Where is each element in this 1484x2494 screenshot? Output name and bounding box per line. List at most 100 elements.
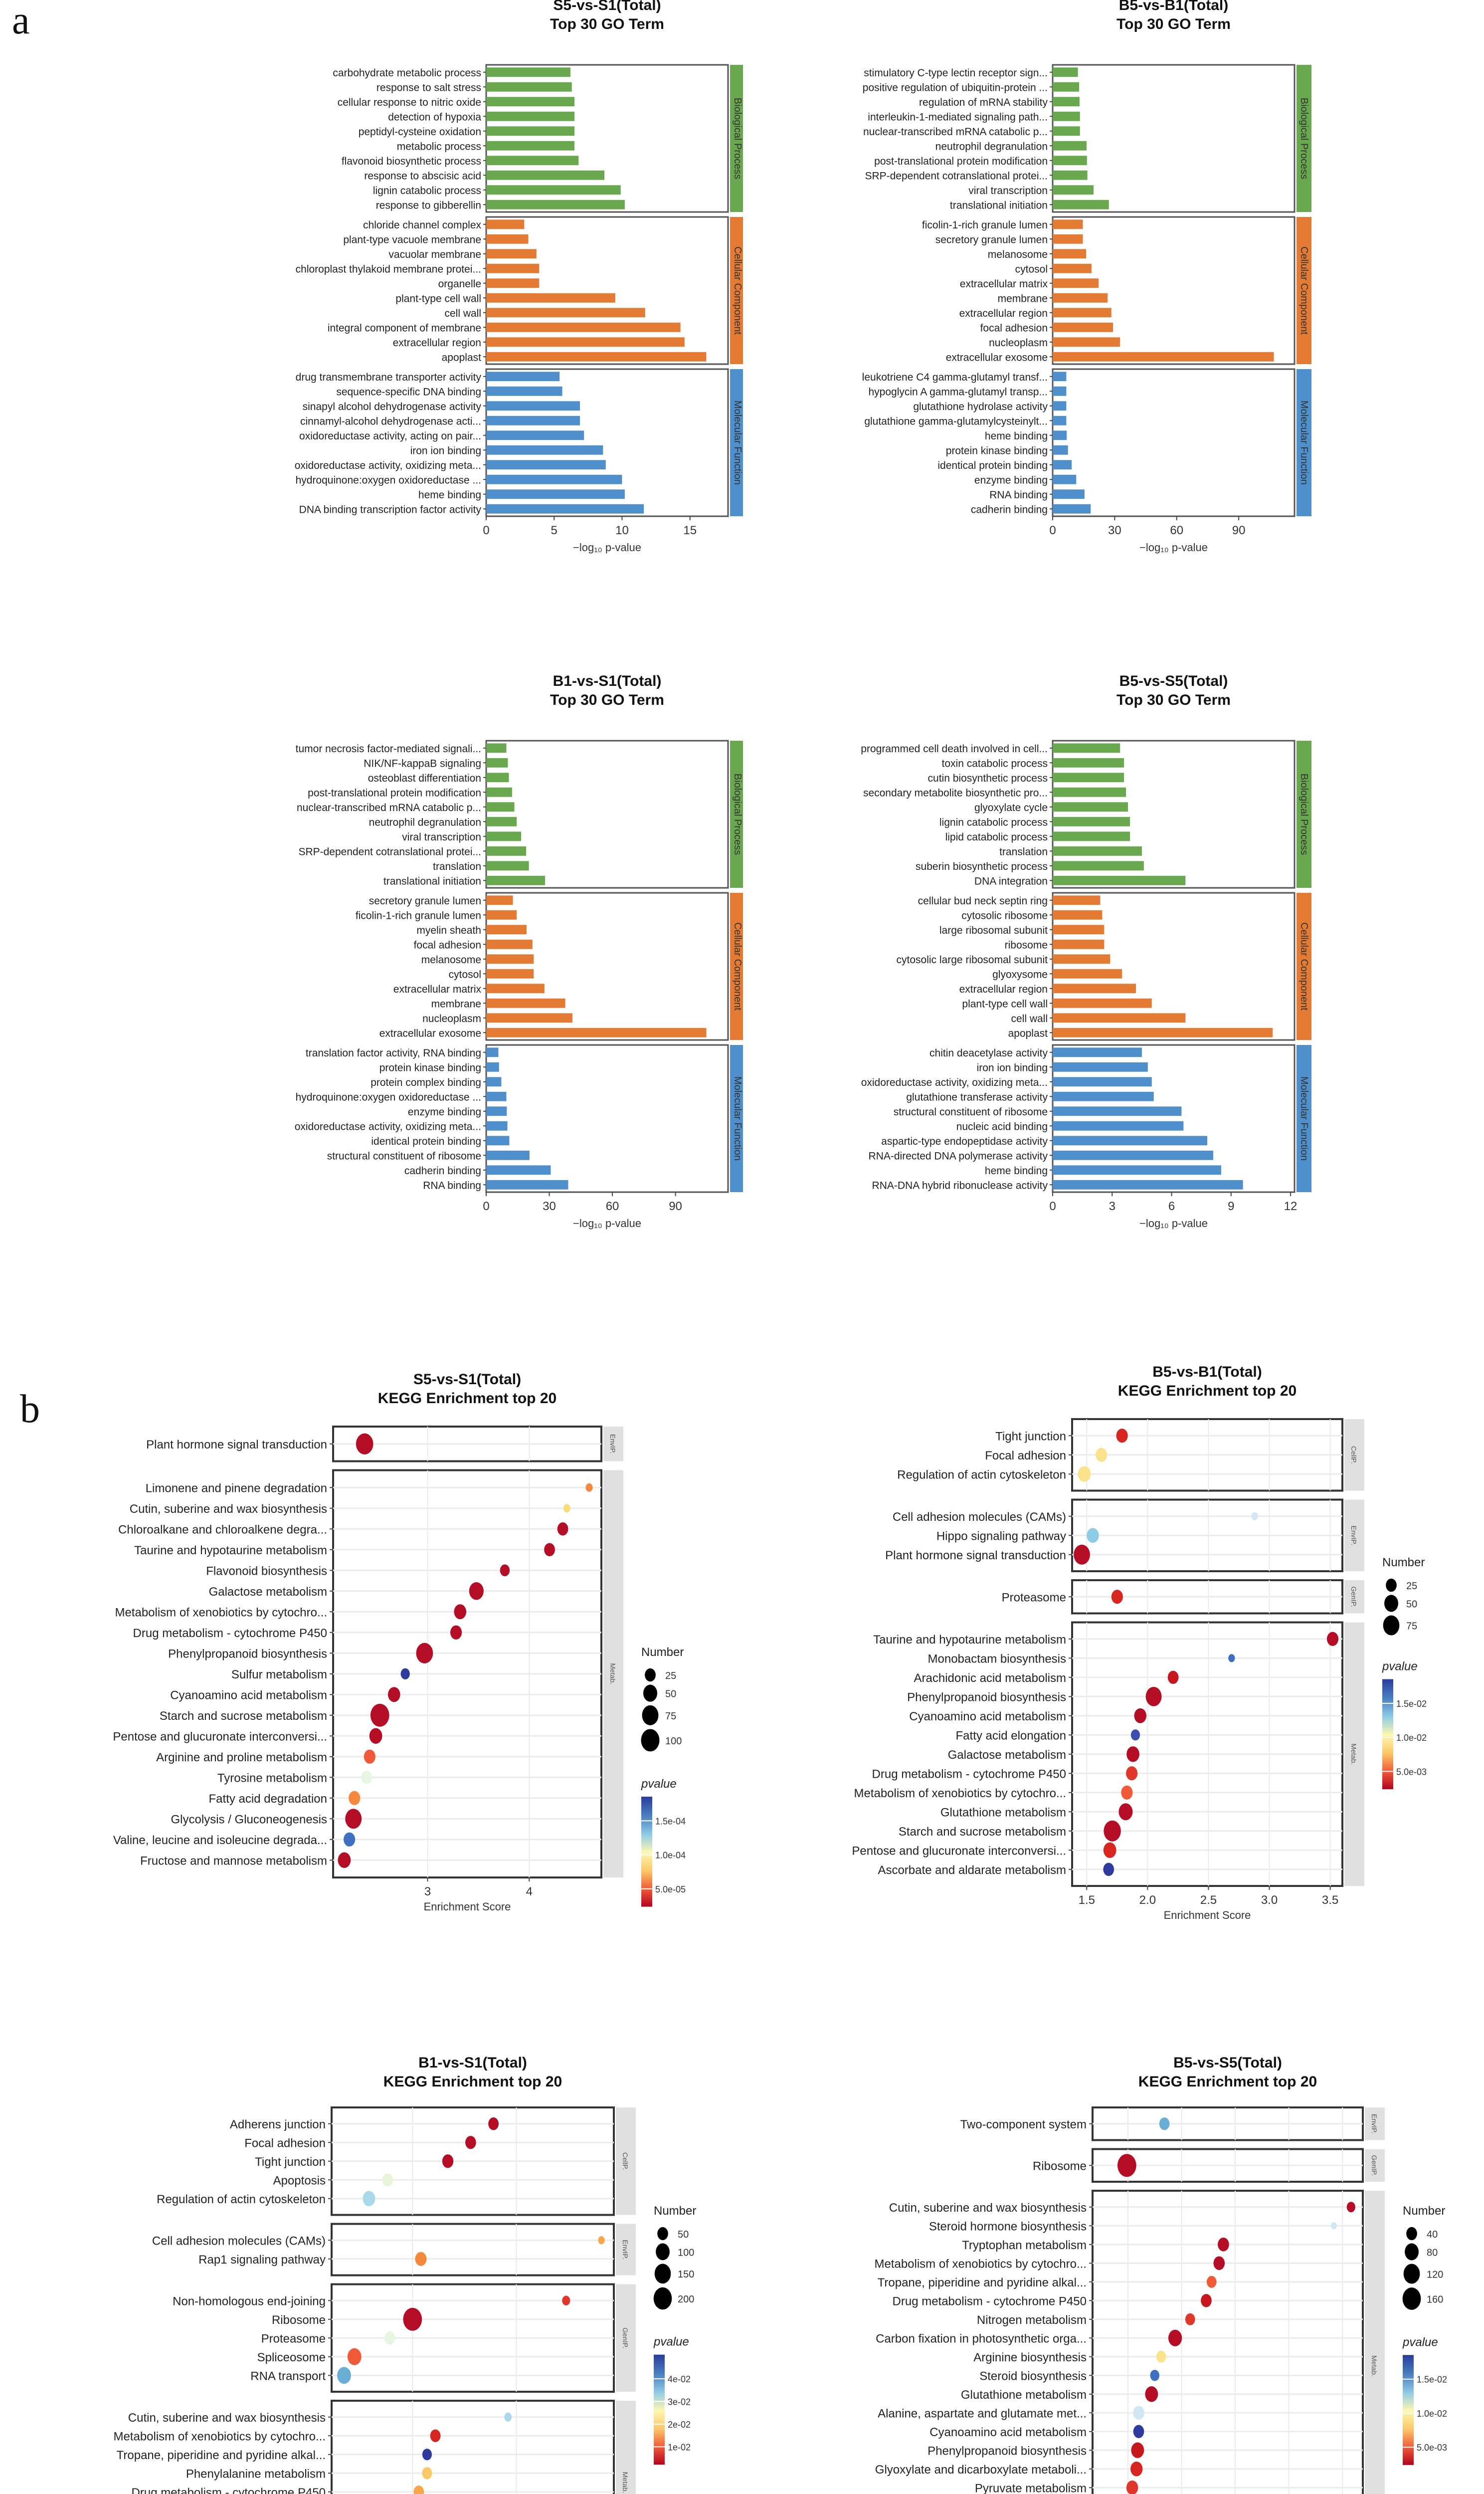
category-label: suberin biosynthetic process — [916, 861, 1048, 872]
category-label: oxidoreductase activity, oxidizing meta.… — [295, 460, 481, 471]
group-strip — [730, 1045, 743, 1192]
category-label: post-translational protein modification — [308, 787, 481, 799]
pathway-label: Cyanoamino acid metabolism — [909, 1710, 1066, 1723]
pvalue-colorbar-segment — [1403, 2402, 1414, 2405]
kegg-bubble-chart-b1-vs-s1: B1-vs-S1(Total) KEGG Enrichment top 20 Cel… — [113, 2055, 696, 2494]
bubble-apoptosis — [382, 2173, 393, 2187]
pvalue-colorbar-segment — [654, 2358, 665, 2361]
facet-strip-label: Metab. — [609, 1663, 617, 1684]
bar-hypoglycin-a-gamma-glutamyl-transp — [1053, 386, 1067, 396]
go-group-molecular-function: translation factor activity, RNA binding… — [295, 1044, 743, 1193]
pvalue-colorbar-segment — [654, 2389, 665, 2392]
pvalue-colorbar-segment — [641, 1871, 652, 1874]
pvalue-colorbar-segment — [654, 2455, 665, 2458]
category-label: cutin biosynthetic process — [928, 773, 1048, 784]
pvalue-colorbar-segment — [1382, 1723, 1393, 1725]
group-strip-label: Cellular Component — [732, 246, 743, 335]
bubble-cutin-suberine-and-wax-biosynthesis — [563, 1504, 570, 1513]
x-tick-label: 3 — [424, 1885, 431, 1898]
bar-extracellular-matrix — [1053, 278, 1099, 288]
kegg-facet-metab: Metab. Cutin, suberine and wax biosynthes… — [113, 2400, 636, 2494]
pvalue-colorbar-segment — [1403, 2375, 1414, 2377]
bar-suberin-biosynthetic-process — [1053, 861, 1144, 871]
pvalue-tick-label: 4e-02 — [668, 2374, 691, 2384]
group-strip-label: Cellular Component — [1298, 922, 1309, 1011]
category-label: oxidoreductase activity, oxidizing meta.… — [295, 1121, 481, 1132]
category-label: nucleoplasm — [422, 1013, 481, 1025]
pvalue-tick-label: 3e-02 — [668, 2397, 691, 2407]
x-tick-label: 2.5 — [1200, 1893, 1217, 1907]
category-label: nuclear-transcribed mRNA catabolic p... — [297, 802, 481, 814]
pvalue-colorbar-segment — [641, 1893, 652, 1896]
facet-frame — [331, 2223, 615, 2277]
bar-integral-component-of-membrane — [486, 322, 681, 332]
pathway-label: Arginine biosynthesis — [973, 2351, 1087, 2364]
category-label: response to abscisic acid — [364, 170, 481, 182]
pvalue-colorbar-segment — [654, 2356, 665, 2359]
bar-oxidoreductase-activity-acting-on-pair — [486, 430, 584, 440]
bar-cell-wall — [486, 308, 645, 318]
size-legend-dot — [1383, 1615, 1400, 1636]
group-strip-label: Molecular Function — [1298, 401, 1309, 485]
pvalue-colorbar-segment — [1382, 1739, 1393, 1742]
pvalue-colorbar-segment — [1403, 2437, 1414, 2440]
x-tick-label: 4 — [526, 1885, 533, 1898]
bubble-ascorbate-and-aldarate-metabolism — [1103, 1863, 1114, 1876]
pvalue-colorbar-segment — [1403, 2454, 1414, 2456]
category-label: metabolic process — [397, 141, 481, 152]
bar-oxidoreductase-activity-oxidizing-meta — [1053, 1077, 1152, 1087]
pvalue-colorbar-segment — [1382, 1737, 1393, 1740]
chart-title: B5-vs-S5(Total) — [1173, 2055, 1282, 2071]
pvalue-colorbar-segment — [1382, 1732, 1393, 1735]
pvalue-colorbar-segment — [641, 1835, 652, 1838]
pvalue-colorbar-segment — [1382, 1785, 1393, 1788]
category-label: stimulatory C-type lectin receptor sign.… — [864, 67, 1048, 79]
category-label: DNA binding transcription factor activit… — [299, 504, 482, 515]
x-axis-label: −log₁₀ p-value — [573, 541, 641, 554]
pvalue-colorbar-segment — [654, 2406, 665, 2408]
category-label: ribosome — [1005, 939, 1048, 951]
pathway-label: Plant hormone signal transduction — [885, 1549, 1066, 1562]
bubble-glycolysis-gluconeogenesis — [345, 1809, 362, 1829]
category-label: extracellular region — [393, 337, 481, 349]
category-label: toxin catabolic process — [942, 758, 1048, 769]
pathway-label: Proteasome — [261, 2332, 326, 2345]
pvalue-colorbar-segment — [1403, 2410, 1414, 2412]
category-label: RNA binding — [989, 489, 1048, 501]
pvalue-colorbar-segment — [654, 2428, 665, 2430]
bar-srp-dependent-cotranslational-protei — [486, 846, 527, 856]
pathway-label: Proteasome — [1002, 1591, 1066, 1604]
pvalue-colorbar-segment — [654, 2444, 665, 2447]
bar-translation-factor-activity-rna-binding — [486, 1047, 499, 1057]
pvalue-colorbar-segment — [1403, 2428, 1414, 2431]
pvalue-colorbar-segment — [1403, 2421, 1414, 2423]
x-axis-label: Enrichment Score — [424, 1900, 511, 1913]
pvalue-colorbar-segment — [1403, 2400, 1414, 2403]
pvalue-legend-title: pvalue — [1382, 1660, 1418, 1673]
pvalue-colorbar-segment — [641, 1895, 652, 1898]
pathway-label: Regulation of actin cytoskeleton — [897, 1468, 1066, 1481]
bubble-cell-adhesion-molecules-cams — [598, 2236, 605, 2245]
pvalue-colorbar-segment — [1382, 1715, 1393, 1718]
group-strip-label: Biological Process — [732, 98, 743, 179]
bubble-taurine-and-hypotaurine-metabolism — [544, 1543, 555, 1557]
facet-strip — [1365, 2191, 1385, 2494]
size-legend-label: 120 — [1427, 2270, 1443, 2281]
go-group-biological-process: carbohydrate metabolic process response t… — [333, 64, 743, 213]
facet-strip-label: EnvIP. — [1350, 1526, 1358, 1545]
pvalue-colorbar-segment — [641, 1846, 652, 1849]
x-tick-label: 90 — [669, 1200, 682, 1213]
go-group-molecular-function: chitin deacetylase activity iron ion bind… — [861, 1044, 1311, 1193]
pvalue-colorbar-segment — [641, 1817, 652, 1819]
bar-extracellular-region — [1053, 984, 1136, 994]
category-label: extracellular region — [959, 984, 1048, 995]
category-label: aspartic-type endopeptidase activity — [881, 1136, 1048, 1147]
pvalue-colorbar-segment — [654, 2457, 665, 2460]
category-label: programmed cell death involved in cell..… — [861, 743, 1048, 755]
bar-protein-kinase-binding — [486, 1062, 499, 1072]
category-label: apoplast — [1008, 1028, 1048, 1039]
group-strip — [730, 893, 743, 1040]
category-label: cellular response to nitric oxide — [338, 97, 481, 108]
category-label: organelle — [438, 278, 481, 290]
bubble-drug-metabolism-cytochrome-p450 — [450, 1625, 462, 1640]
